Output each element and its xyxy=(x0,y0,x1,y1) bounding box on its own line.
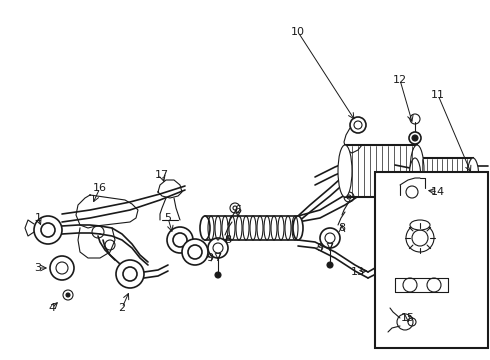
Ellipse shape xyxy=(200,216,210,240)
Text: 9: 9 xyxy=(206,253,214,263)
Text: 8: 8 xyxy=(224,235,232,245)
Text: 2: 2 xyxy=(119,303,125,313)
Circle shape xyxy=(182,239,208,265)
Bar xyxy=(345,145,417,197)
Circle shape xyxy=(406,224,434,252)
Ellipse shape xyxy=(409,158,421,200)
Circle shape xyxy=(50,256,74,280)
Text: 11: 11 xyxy=(431,90,445,100)
Text: 6: 6 xyxy=(235,205,242,215)
Text: 3: 3 xyxy=(34,263,42,273)
Circle shape xyxy=(320,228,340,248)
Text: 17: 17 xyxy=(155,170,169,180)
Ellipse shape xyxy=(293,216,303,240)
Circle shape xyxy=(167,227,193,253)
Bar xyxy=(375,172,488,348)
Circle shape xyxy=(397,314,413,330)
Circle shape xyxy=(116,260,144,288)
Text: 13: 13 xyxy=(351,267,365,277)
Bar xyxy=(415,158,473,200)
Text: 1: 1 xyxy=(34,213,42,223)
Text: 7: 7 xyxy=(215,253,221,263)
Text: 8: 8 xyxy=(339,223,345,233)
Circle shape xyxy=(350,117,366,133)
Text: 15: 15 xyxy=(401,313,415,323)
Circle shape xyxy=(327,262,333,268)
Ellipse shape xyxy=(338,145,352,197)
Circle shape xyxy=(412,135,418,141)
Text: 16: 16 xyxy=(93,183,107,193)
Text: 5: 5 xyxy=(165,213,172,223)
Text: 4: 4 xyxy=(49,303,55,313)
Circle shape xyxy=(465,175,485,195)
Ellipse shape xyxy=(410,145,424,197)
Circle shape xyxy=(409,132,421,144)
Text: 12: 12 xyxy=(393,75,407,85)
Ellipse shape xyxy=(467,158,479,200)
Text: 14: 14 xyxy=(431,187,445,197)
Text: 9: 9 xyxy=(317,243,323,253)
Circle shape xyxy=(66,293,70,297)
Circle shape xyxy=(34,216,62,244)
Circle shape xyxy=(215,272,221,278)
Text: 7: 7 xyxy=(326,243,334,253)
Ellipse shape xyxy=(410,220,430,230)
Text: 10: 10 xyxy=(291,27,305,37)
Circle shape xyxy=(208,238,228,258)
